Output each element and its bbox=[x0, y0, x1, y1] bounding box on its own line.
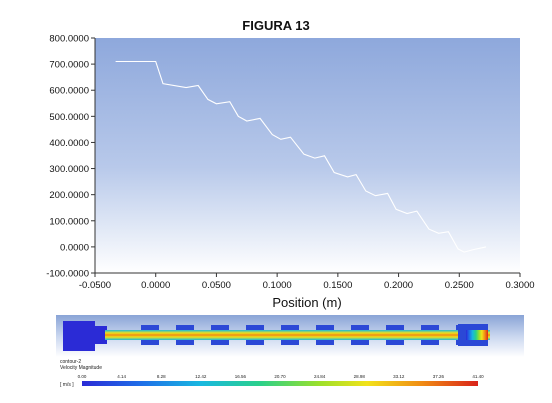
contour-inlet-block bbox=[63, 321, 95, 351]
contour-chamber-jet bbox=[141, 330, 159, 340]
y-tick-label: 500.0000 bbox=[49, 112, 89, 123]
contour-legend-unit: [ m/s ] bbox=[60, 382, 74, 388]
x-tick-label: 0.2000 bbox=[384, 280, 413, 291]
y-tick-label: 0.0000 bbox=[60, 242, 89, 253]
contour-chamber-jet bbox=[421, 330, 439, 340]
contour-legend-ticks: 0.00 4.14 8.28 12.42 16.56 20.70 24.84 28.98 33.… bbox=[78, 374, 485, 379]
contour-chamber-jet bbox=[351, 330, 369, 340]
contour-inlet-neck bbox=[95, 326, 107, 344]
y-tick-label: 400.0000 bbox=[49, 138, 89, 149]
series-line bbox=[115, 60, 487, 253]
velocity-contour-image bbox=[56, 315, 524, 357]
figure-title: FIGURA 13 bbox=[242, 18, 310, 33]
contour-outlet-core bbox=[466, 330, 488, 340]
y-tick-label: 800.0000 bbox=[49, 34, 89, 45]
contour-legend-tick: 41.40 bbox=[472, 374, 484, 379]
contour-legend-tick: 12.42 bbox=[195, 374, 207, 379]
contour-chamber-jet bbox=[386, 330, 404, 340]
contour-legend-tick: 20.70 bbox=[274, 374, 286, 379]
y-tick-label: 600.0000 bbox=[49, 86, 89, 97]
contour-legend-colorbar bbox=[82, 381, 478, 386]
x-tick-label: 0.2500 bbox=[445, 280, 474, 291]
y-tick-label: -100.0000 bbox=[46, 269, 89, 280]
contour-legend-variable: Velocity Magnitude bbox=[60, 365, 102, 371]
contour-legend-tick: 8.28 bbox=[157, 374, 166, 379]
contour-legend-tick: 16.56 bbox=[235, 374, 247, 379]
x-axis-label: Position (m) bbox=[272, 295, 341, 310]
y-tick-label: 300.0000 bbox=[49, 164, 89, 175]
contour-chamber-jet bbox=[246, 330, 264, 340]
contour-legend-tick: 4.14 bbox=[117, 374, 126, 379]
contour-legend-tick: 24.84 bbox=[314, 374, 326, 379]
x-axis-ticks: -0.0500 0.0000 0.0500 0.1000 0.1500 0.2000 0.2… bbox=[79, 273, 535, 291]
contour-chamber-jet bbox=[176, 330, 194, 340]
x-tick-label: 0.1000 bbox=[263, 280, 292, 291]
x-tick-label: 0.1500 bbox=[323, 280, 352, 291]
y-tick-label: 200.0000 bbox=[49, 190, 89, 201]
contour-chamber-jet bbox=[211, 330, 229, 340]
x-tick-label: 0.3000 bbox=[505, 280, 534, 291]
y-tick-label: 700.0000 bbox=[49, 60, 89, 71]
contour-chamber-jet bbox=[281, 330, 299, 340]
y-axis-ticks: 800.0000 700.0000 600.0000 500.0000 400.0000… bbox=[46, 34, 95, 280]
contour-chamber-jet bbox=[316, 330, 334, 340]
contour-legend-tick: 37.26 bbox=[433, 374, 445, 379]
y-tick-label: 100.0000 bbox=[49, 216, 89, 227]
x-tick-label: -0.0500 bbox=[79, 280, 111, 291]
contour-legend-name: contour-2 bbox=[60, 359, 81, 365]
x-tick-label: 0.0500 bbox=[202, 280, 231, 291]
contour-legend-tick: 33.12 bbox=[393, 374, 405, 379]
contour-legend-tick: 0.00 bbox=[78, 374, 87, 379]
contour-legend-tick: 28.98 bbox=[354, 374, 366, 379]
x-tick-label: 0.0000 bbox=[141, 280, 170, 291]
